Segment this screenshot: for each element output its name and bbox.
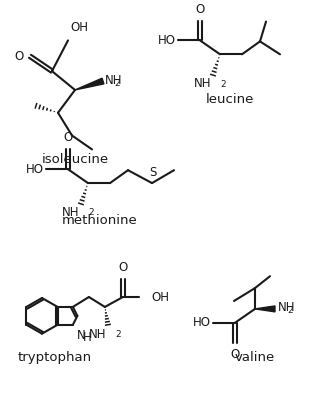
Text: 2: 2 bbox=[115, 330, 121, 339]
Text: O: O bbox=[196, 3, 204, 16]
Text: NH: NH bbox=[88, 328, 106, 341]
Text: NH: NH bbox=[105, 74, 123, 87]
Polygon shape bbox=[75, 78, 104, 90]
Text: S: S bbox=[149, 166, 157, 179]
Text: isoleucine: isoleucine bbox=[41, 153, 108, 166]
Text: NH: NH bbox=[278, 301, 295, 314]
Text: O: O bbox=[230, 347, 240, 360]
Text: OH: OH bbox=[70, 21, 88, 34]
Text: NH: NH bbox=[61, 206, 79, 219]
Text: O: O bbox=[15, 50, 24, 63]
Text: HO: HO bbox=[158, 34, 176, 47]
Text: NH: NH bbox=[194, 77, 211, 90]
Polygon shape bbox=[255, 306, 275, 312]
Text: OH: OH bbox=[151, 290, 169, 303]
Text: 2: 2 bbox=[220, 79, 226, 89]
Text: leucine: leucine bbox=[206, 94, 254, 107]
Text: HO: HO bbox=[193, 316, 211, 329]
Text: methionine: methionine bbox=[62, 214, 138, 227]
Text: 2: 2 bbox=[88, 208, 94, 217]
Text: 2: 2 bbox=[115, 79, 120, 88]
Text: valine: valine bbox=[235, 351, 275, 364]
Text: tryptophan: tryptophan bbox=[18, 351, 92, 364]
Text: H: H bbox=[83, 331, 92, 344]
Text: HO: HO bbox=[26, 163, 44, 176]
Text: O: O bbox=[118, 261, 127, 274]
Text: O: O bbox=[63, 132, 73, 145]
Text: N: N bbox=[77, 329, 86, 342]
Text: 2: 2 bbox=[288, 306, 293, 315]
